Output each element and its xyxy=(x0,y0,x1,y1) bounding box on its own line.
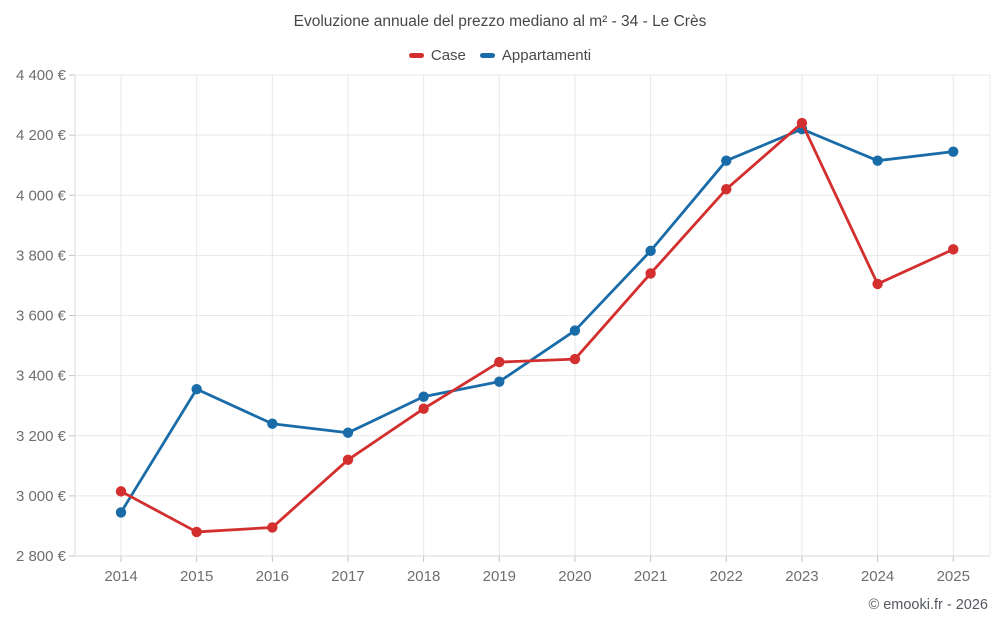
data-point-case-2018 xyxy=(418,403,429,414)
x-axis-tick-label: 2023 xyxy=(785,568,818,585)
data-point-case-2020 xyxy=(569,353,581,365)
y-axis-tick-label: 3 400 € xyxy=(16,368,67,385)
x-axis-tick-label: 2025 xyxy=(937,568,970,585)
footer-credit: © emooki.fr - 2026 xyxy=(869,597,988,613)
data-point-appartamenti-2018 xyxy=(418,391,429,402)
x-axis-tick-label: 2020 xyxy=(558,568,591,585)
data-point-appartamenti-2021 xyxy=(645,245,656,257)
x-axis-tick-label: 2022 xyxy=(710,568,743,585)
data-point-appartamenti-2025 xyxy=(948,146,959,157)
x-axis-tick-label: 2015 xyxy=(180,568,213,585)
data-point-case-2016 xyxy=(267,522,278,533)
legend-item-case[interactable]: Case xyxy=(408,47,466,64)
x-axis-tick-label: 2017 xyxy=(331,568,364,585)
data-point-appartamenti-2024 xyxy=(872,155,883,166)
chart-legend: Case Appartamenti xyxy=(0,47,1000,64)
y-axis-tick-label: 3 200 € xyxy=(16,428,67,445)
data-point-appartamenti-2016 xyxy=(267,418,278,429)
data-point-appartamenti-2019 xyxy=(494,376,505,387)
x-axis-tick-label: 2016 xyxy=(256,568,289,585)
data-point-case-2017 xyxy=(342,454,354,465)
y-axis-tick-label: 3 000 € xyxy=(16,488,67,505)
data-point-case-2014 xyxy=(115,486,127,497)
data-point-case-2019 xyxy=(494,356,505,368)
y-axis-tick-label: 4 400 € xyxy=(16,67,67,84)
legend-swatch-icon xyxy=(479,53,495,58)
chart-title: Evoluzione annuale del prezzo mediano al… xyxy=(293,13,707,30)
y-axis-tick-label: 4 000 € xyxy=(16,187,67,204)
x-axis-tick-label: 2021 xyxy=(634,568,667,585)
legend-label: Appartamenti xyxy=(501,47,592,64)
x-axis-tick-label: 2024 xyxy=(861,568,894,585)
x-axis-tick-label: 2018 xyxy=(407,568,440,585)
y-axis-tick-label: 4 200 € xyxy=(16,127,67,144)
x-axis-tick-label: 2019 xyxy=(483,568,516,585)
y-axis-tick-label: 2 800 € xyxy=(16,548,67,565)
data-point-case-2021 xyxy=(645,268,656,279)
legend-swatch-icon xyxy=(408,53,424,58)
series-line-case xyxy=(119,121,955,534)
x-axis-tick-label: 2014 xyxy=(104,568,137,585)
data-point-case-2023 xyxy=(796,117,808,129)
data-point-appartamenti-2014 xyxy=(115,507,127,518)
series-line-appartamenti xyxy=(119,127,955,514)
y-axis-tick-label: 3 800 € xyxy=(16,247,67,264)
data-point-appartamenti-2017 xyxy=(342,427,354,438)
data-point-appartamenti-2020 xyxy=(569,325,581,336)
data-point-appartamenti-2022 xyxy=(721,155,732,166)
data-point-case-2025 xyxy=(948,244,959,255)
data-point-case-2024 xyxy=(872,278,883,290)
legend-item-appartamenti[interactable]: Appartamenti xyxy=(479,47,592,64)
data-point-case-2015 xyxy=(191,526,202,538)
legend-label: Case xyxy=(430,47,466,64)
y-axis-tick-label: 3 600 € xyxy=(16,308,67,325)
data-point-case-2022 xyxy=(721,184,732,195)
data-point-appartamenti-2015 xyxy=(191,383,202,395)
